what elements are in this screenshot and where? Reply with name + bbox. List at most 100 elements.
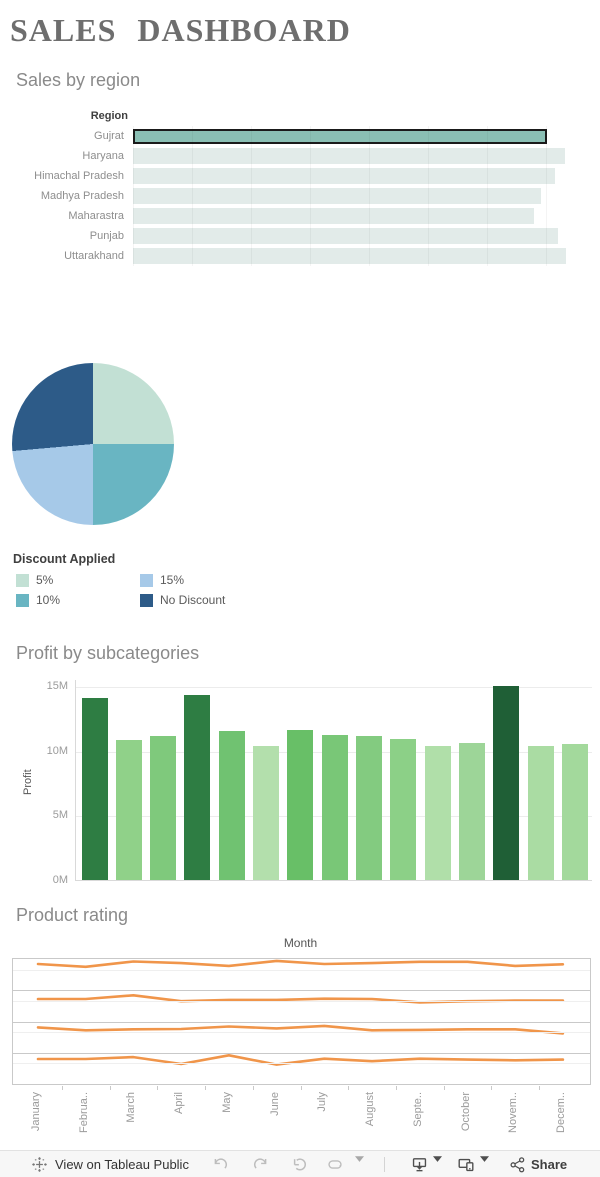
caret-down-icon[interactable] <box>480 1156 489 1162</box>
panel-gridline <box>13 1000 590 1002</box>
profit-bar[interactable] <box>493 686 520 880</box>
profit-bar[interactable] <box>218 731 245 880</box>
sales-by-region-title: Sales by region <box>16 70 141 90</box>
month-axis-tick <box>205 1086 207 1090</box>
month-axis-tick <box>61 1086 63 1090</box>
legend-item[interactable]: 15% <box>140 570 264 590</box>
rating-line-panel-4[interactable] <box>36 1054 565 1066</box>
profit-bar[interactable] <box>424 745 451 880</box>
tableau-logo-icon[interactable] <box>31 1156 48 1173</box>
profit-bar[interactable] <box>321 735 348 880</box>
region-bar[interactable] <box>133 248 566 264</box>
panel-gridline <box>13 1032 590 1033</box>
region-label: Haryana <box>82 150 124 162</box>
caret-down-icon[interactable] <box>433 1156 442 1162</box>
region-row[interactable]: Gujrat <box>0 126 600 146</box>
sales-by-region-chart: Gujrat Haryana Himachal Pradesh Madhya Prad… <box>0 126 600 266</box>
region-label: Madhya Pradesh <box>40 190 124 202</box>
region-bar[interactable] <box>133 168 555 184</box>
legend-item[interactable]: 10% <box>16 590 140 610</box>
view-on-tableau-public-link[interactable]: View on Tableau Public <box>55 1157 189 1172</box>
region-label: Uttarakhand <box>64 250 124 262</box>
profit-ytick-label: 10M <box>46 744 68 757</box>
redo-icon[interactable] <box>252 1156 269 1173</box>
profit-bar[interactable] <box>150 736 177 880</box>
month-axis-tick <box>348 1086 350 1090</box>
month-axis-label: January <box>30 1092 42 1132</box>
panel-divider <box>13 1021 590 1023</box>
region-bar[interactable] <box>133 128 547 144</box>
month-axis-label: June <box>268 1092 281 1116</box>
profit-bar[interactable] <box>81 697 108 880</box>
region-label: Himachal Pradesh <box>34 170 124 182</box>
profit-bar[interactable] <box>459 742 486 880</box>
region-row[interactable]: Himachal Pradesh <box>0 166 600 186</box>
discount-pie-chart[interactable] <box>12 363 174 525</box>
device-preview-icon[interactable] <box>457 1156 475 1173</box>
legend-title: Discount Applied <box>13 552 116 566</box>
month-axis-label: April <box>173 1092 186 1115</box>
legend-label: 10% <box>36 593 61 607</box>
region-bar[interactable] <box>133 148 565 164</box>
month-axis-tick <box>491 1086 493 1090</box>
legend-item[interactable]: 5% <box>16 570 140 590</box>
profit-bar[interactable] <box>287 730 314 880</box>
region-bar[interactable] <box>133 228 558 244</box>
caret-down-icon[interactable] <box>355 1156 364 1162</box>
toolbar-separator <box>384 1157 385 1172</box>
panel-gridline <box>13 969 590 971</box>
profit-bar[interactable] <box>253 745 280 880</box>
download-icon[interactable] <box>411 1156 428 1173</box>
legend-item[interactable]: No Discount <box>140 590 264 610</box>
month-axis-label: May <box>220 1092 233 1113</box>
month-axis-tick <box>157 1086 159 1090</box>
month-axis-label: July <box>316 1092 329 1112</box>
product-rating-title: Product rating <box>16 905 129 925</box>
share-icon[interactable] <box>509 1156 526 1173</box>
region-label: Punjab <box>89 230 124 242</box>
profit-bar[interactable] <box>115 740 142 880</box>
region-row[interactable]: Punjab <box>0 226 600 246</box>
region-row[interactable]: Haryana <box>0 146 600 166</box>
profit-bar[interactable] <box>356 736 383 880</box>
month-axis-tick <box>395 1086 397 1090</box>
region-row[interactable]: Madhya Pradesh <box>0 186 600 206</box>
profit-bar[interactable] <box>390 739 417 880</box>
page-title: SALES DASHBOARD <box>10 12 351 48</box>
profit-bar[interactable] <box>527 745 554 880</box>
region-bar[interactable] <box>133 188 541 204</box>
month-axis-label: October <box>459 1092 472 1132</box>
month-axis-tick <box>539 1086 541 1090</box>
panel-divider <box>13 1052 590 1054</box>
profit-gridline <box>76 687 592 688</box>
region-row[interactable]: Uttarakhand <box>0 246 600 266</box>
month-axis-label: Decem.. <box>554 1092 567 1133</box>
region-row[interactable]: Maharastra <box>0 206 600 226</box>
legend-swatch <box>140 573 153 587</box>
month-axis-label: Novem.. <box>507 1092 520 1133</box>
region-bar[interactable] <box>133 208 534 224</box>
month-axis-tick <box>252 1086 254 1090</box>
month-axis-tick <box>443 1086 445 1090</box>
month-axis-label: March <box>125 1092 138 1123</box>
month-axis-label: Septe.. <box>411 1092 424 1127</box>
product-rating-chart <box>12 958 591 1085</box>
share-button[interactable]: Share <box>531 1157 568 1172</box>
rating-line-panel-1[interactable] <box>36 959 565 969</box>
month-axis-label: August <box>364 1092 376 1127</box>
profit-bar[interactable] <box>184 695 211 880</box>
profit-ytick-label: 15M <box>46 680 68 692</box>
month-axis-tick <box>300 1086 302 1090</box>
legend-swatch <box>16 593 29 607</box>
replay-icon[interactable] <box>291 1156 308 1173</box>
refresh-icon[interactable] <box>326 1156 344 1173</box>
legend-swatch <box>16 573 29 587</box>
undo-icon[interactable] <box>212 1156 229 1173</box>
panel-gridline <box>13 1063 590 1065</box>
profit-ytick-label: 0M <box>52 874 68 886</box>
discount-legend: 5% 10% 15% No Discount <box>16 570 264 610</box>
region-column-header: Region <box>90 110 128 122</box>
month-axis-label: Februa.. <box>77 1092 90 1133</box>
rating-line-panel-3[interactable] <box>36 1024 565 1035</box>
profit-bar[interactable] <box>562 744 589 880</box>
